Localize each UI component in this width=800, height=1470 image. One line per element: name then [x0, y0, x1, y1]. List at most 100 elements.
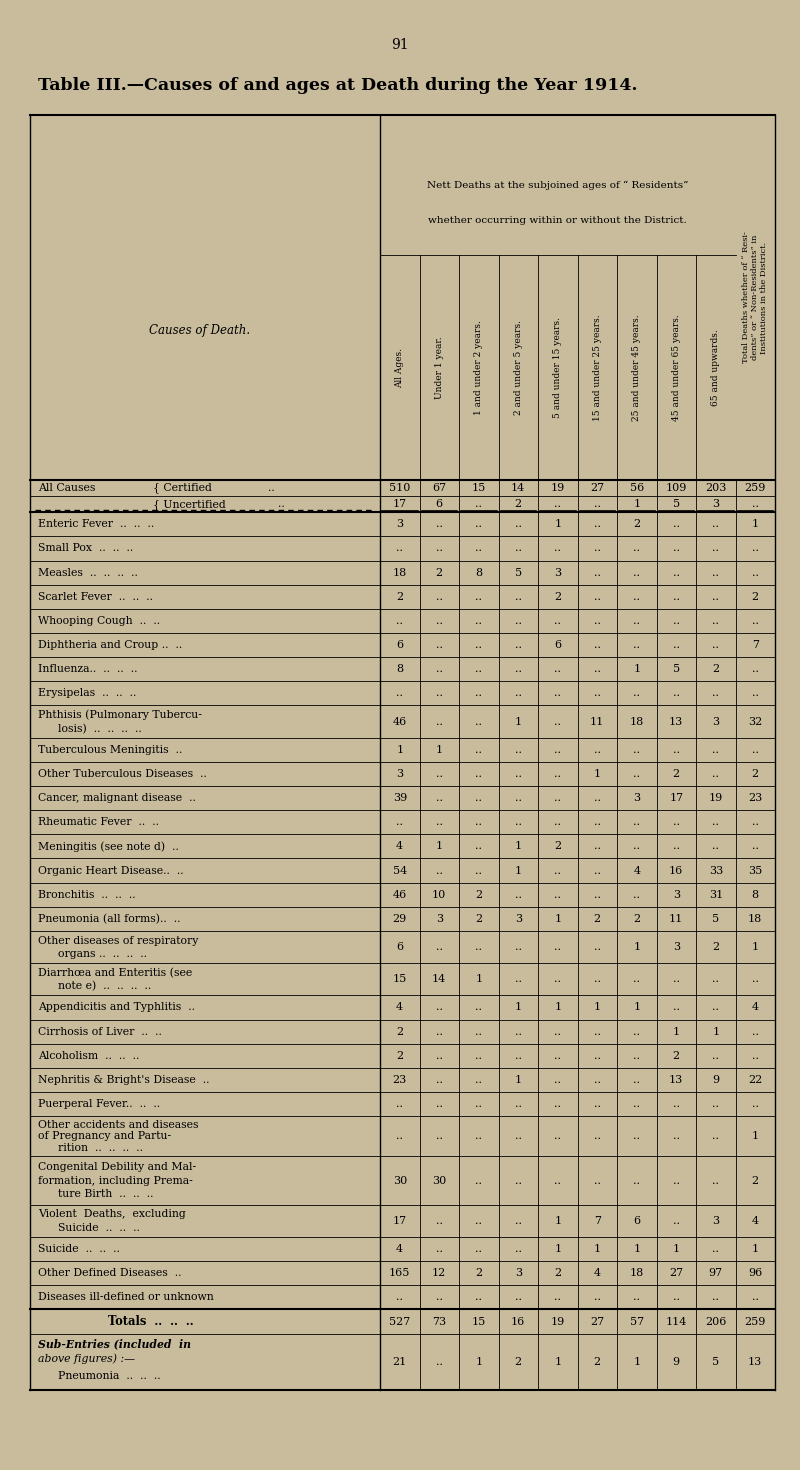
Text: 1: 1 [633, 942, 640, 953]
Text: 21: 21 [393, 1357, 407, 1367]
Text: ..: .. [673, 519, 680, 529]
Text: 6: 6 [633, 1216, 640, 1226]
Text: ..: .. [475, 769, 482, 779]
Text: 13: 13 [748, 1357, 762, 1367]
Text: 5: 5 [673, 664, 680, 675]
Text: ..: .. [712, 975, 719, 985]
Text: 57: 57 [630, 1317, 644, 1326]
Text: ..: .. [634, 769, 640, 779]
Text: ..: .. [475, 866, 482, 876]
Text: 23: 23 [748, 794, 762, 803]
Text: 2: 2 [712, 942, 719, 953]
Text: ..: .. [514, 1026, 522, 1036]
Text: ..: .. [436, 1216, 442, 1226]
Text: ..: .. [673, 841, 680, 851]
Text: Other Tuberculous Diseases  ..: Other Tuberculous Diseases .. [38, 769, 207, 779]
Text: ..: .. [436, 716, 442, 726]
Text: 18: 18 [630, 716, 644, 726]
Text: 73: 73 [432, 1317, 446, 1326]
Text: ..: .. [475, 1244, 482, 1254]
Text: 2: 2 [554, 1269, 562, 1279]
Text: ..: .. [514, 794, 522, 803]
Text: ..: .. [712, 841, 719, 851]
Text: 56: 56 [630, 484, 644, 492]
Text: 33: 33 [709, 866, 723, 876]
Text: of Pregnancy and Partu-: of Pregnancy and Partu- [38, 1132, 171, 1141]
Text: ..: .. [554, 500, 562, 509]
Text: ..: .. [594, 639, 601, 650]
Text: ..: .. [554, 1176, 562, 1186]
Text: ..: .. [752, 616, 758, 626]
Text: Other Defined Diseases  ..: Other Defined Diseases .. [38, 1269, 182, 1279]
Text: 15: 15 [472, 1317, 486, 1326]
Text: ..: .. [475, 841, 482, 851]
Text: Nephritis & Bright's Disease  ..: Nephritis & Bright's Disease .. [38, 1075, 210, 1085]
Text: ..: .. [673, 567, 680, 578]
Text: ..: .. [594, 1051, 601, 1061]
Text: ..: .. [752, 688, 758, 698]
Text: 30: 30 [393, 1176, 407, 1186]
Text: ..: .. [554, 1051, 562, 1061]
Text: ..: .. [673, 688, 680, 698]
Text: 2: 2 [712, 664, 719, 675]
Text: 45 and under 65 years.: 45 and under 65 years. [672, 315, 681, 420]
Text: ..: .. [594, 592, 601, 601]
Text: 206: 206 [705, 1317, 726, 1326]
Text: ..: .. [594, 567, 601, 578]
Text: Sub-Entries (included  in: Sub-Entries (included in [38, 1338, 191, 1349]
Text: ..: .. [673, 592, 680, 601]
Text: 4: 4 [396, 841, 403, 851]
Text: ..: .. [396, 544, 403, 553]
Text: ..: .. [436, 942, 442, 953]
Text: ..: .. [475, 688, 482, 698]
Text: 1: 1 [514, 841, 522, 851]
Text: 16: 16 [669, 866, 683, 876]
Text: ..: .. [634, 639, 640, 650]
Text: ..: .. [673, 616, 680, 626]
Text: ..: .. [634, 688, 640, 698]
Text: 46: 46 [393, 716, 407, 726]
Text: 18: 18 [393, 567, 407, 578]
Text: { Certified: { Certified [153, 482, 212, 494]
Text: ..: .. [475, 519, 482, 529]
Text: 114: 114 [666, 1317, 687, 1326]
Text: ..: .. [436, 1026, 442, 1036]
Text: 1 and under 2 years.: 1 and under 2 years. [474, 320, 483, 415]
Text: 19: 19 [550, 484, 565, 492]
Text: 17: 17 [393, 500, 407, 509]
Text: ..: .. [634, 1051, 640, 1061]
Text: ..: .. [554, 1132, 562, 1141]
Text: ..: .. [554, 664, 562, 675]
Text: ..: .. [594, 817, 601, 828]
Text: ..: .. [475, 1075, 482, 1085]
Text: 259: 259 [745, 484, 766, 492]
Text: 1: 1 [514, 1075, 522, 1085]
Text: ..: .. [514, 975, 522, 985]
Text: Totals  ..  ..  ..: Totals .. .. .. [108, 1316, 194, 1327]
Text: 4: 4 [752, 1216, 759, 1226]
Text: ..: .. [278, 500, 285, 509]
Text: ..: .. [514, 889, 522, 900]
Text: ..: .. [594, 664, 601, 675]
Text: Tuberculous Meningitis  ..: Tuberculous Meningitis .. [38, 745, 182, 754]
Text: ..: .. [514, 519, 522, 529]
Text: 1: 1 [514, 716, 522, 726]
Text: 3: 3 [436, 914, 443, 923]
Text: 1: 1 [436, 745, 443, 754]
Text: 1: 1 [633, 1357, 640, 1367]
Text: ..: .. [594, 841, 601, 851]
Text: ..: .. [475, 1216, 482, 1226]
Text: 14: 14 [432, 975, 446, 985]
Text: ..: .. [514, 745, 522, 754]
Text: 2: 2 [673, 1051, 680, 1061]
Text: All Causes: All Causes [38, 484, 95, 492]
Text: 2: 2 [594, 914, 601, 923]
Text: ..: .. [554, 975, 562, 985]
Text: ..: .. [594, 745, 601, 754]
Text: ..: .. [554, 1026, 562, 1036]
Text: ..: .. [634, 567, 640, 578]
Text: ..: .. [634, 1176, 640, 1186]
Text: 3: 3 [554, 567, 562, 578]
Text: ..: .. [396, 688, 403, 698]
Text: ..: .. [436, 544, 442, 553]
